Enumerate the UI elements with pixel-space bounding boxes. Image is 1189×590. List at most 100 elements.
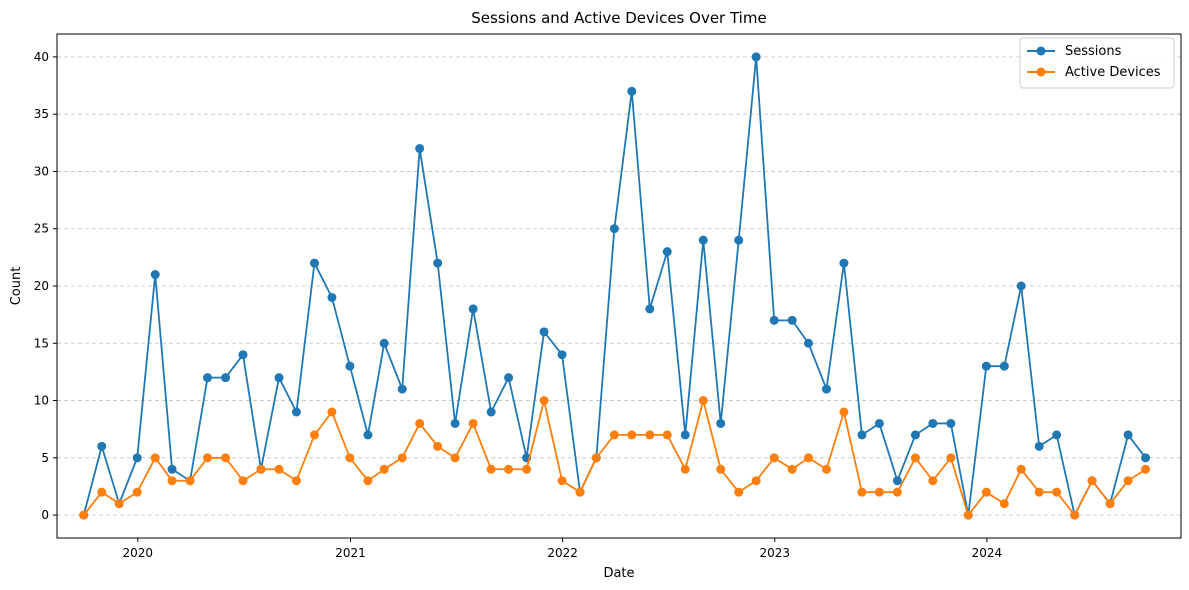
data-point-active-devices: [928, 476, 938, 486]
series-line-active-devices: [83, 399, 1147, 516]
data-point-sessions: [627, 86, 637, 96]
data-point-sessions: [238, 350, 248, 360]
data-point-active-devices: [468, 418, 478, 428]
data-point-active-devices: [609, 430, 619, 440]
data-point-active-devices: [821, 464, 831, 474]
data-point-sessions: [698, 235, 708, 245]
data-point-active-devices: [591, 453, 601, 463]
legend-box: [1019, 37, 1175, 89]
data-point-sessions: [716, 418, 726, 428]
y-tick-label: 15: [34, 336, 49, 350]
data-point-sessions: [415, 144, 425, 154]
data-point-active-devices: [1052, 487, 1062, 497]
data-point-sessions: [132, 453, 142, 463]
data-point-sessions: [751, 52, 761, 62]
data-point-sessions: [910, 430, 920, 440]
y-tick-label: 0: [41, 508, 49, 522]
data-point-active-devices: [167, 476, 177, 486]
data-point-active-devices: [238, 476, 248, 486]
data-point-active-devices: [645, 430, 655, 440]
data-point-sessions: [769, 315, 779, 325]
legend-label-active-devices: Active Devices: [1065, 65, 1161, 80]
data-point-sessions: [557, 350, 567, 360]
data-point-sessions: [928, 418, 938, 428]
y-tick-label: 25: [34, 222, 49, 236]
data-point-active-devices: [662, 430, 672, 440]
data-point-active-devices: [327, 407, 337, 417]
data-point-active-devices: [874, 487, 884, 497]
data-point-active-devices: [132, 487, 142, 497]
data-point-sessions: [821, 384, 831, 394]
legend: Sessions Active Devices: [1019, 37, 1175, 89]
data-point-sessions: [327, 292, 337, 302]
data-point-active-devices: [999, 499, 1009, 509]
data-point-active-devices: [433, 441, 443, 451]
data-point-active-devices: [734, 487, 744, 497]
data-point-sessions: [946, 418, 956, 428]
data-point-sessions: [734, 235, 744, 245]
data-point-active-devices: [1070, 510, 1080, 520]
y-axis-label: Count: [9, 267, 24, 306]
x-axis-ticks: 2020 2021 2022 2023 2024: [123, 538, 1003, 560]
data-point-active-devices: [803, 453, 813, 463]
x-tick-label: 2020: [123, 546, 154, 560]
data-point-active-devices: [1105, 499, 1115, 509]
legend-marker-active-devices: [1036, 67, 1046, 77]
data-point-active-devices: [397, 453, 407, 463]
data-point-sessions: [645, 304, 655, 314]
data-point-sessions: [1141, 453, 1151, 463]
y-axis-ticks: 0 5 10 15 20 25 30 35 40: [34, 50, 57, 522]
data-point-active-devices: [539, 396, 549, 406]
data-point-sessions: [397, 384, 407, 394]
data-point-active-devices: [1141, 464, 1151, 474]
data-point-active-devices: [698, 396, 708, 406]
data-point-active-devices: [203, 453, 213, 463]
data-point-sessions: [1123, 430, 1133, 440]
data-point-active-devices: [221, 453, 231, 463]
data-point-sessions: [662, 247, 672, 257]
data-point-active-devices: [256, 464, 266, 474]
data-point-sessions: [1034, 441, 1044, 451]
data-point-active-devices: [522, 464, 532, 474]
x-tick-label: 2024: [972, 546, 1003, 560]
data-point-sessions: [468, 304, 478, 314]
data-point-active-devices: [450, 453, 460, 463]
data-point-sessions: [450, 418, 460, 428]
x-tick-label: 2021: [335, 546, 366, 560]
data-point-sessions: [167, 464, 177, 474]
y-grid: [57, 56, 1181, 516]
data-point-sessions: [1052, 430, 1062, 440]
x-tick-label: 2023: [759, 546, 790, 560]
data-point-active-devices: [1016, 464, 1026, 474]
data-point-active-devices: [486, 464, 496, 474]
data-point-sessions: [345, 361, 355, 371]
data-point-sessions: [981, 361, 991, 371]
data-point-sessions: [803, 338, 813, 348]
data-point-sessions: [857, 430, 867, 440]
data-point-sessions: [97, 441, 107, 451]
y-tick-label: 5: [41, 451, 49, 465]
x-tick-label: 2022: [547, 546, 578, 560]
data-point-sessions: [221, 373, 231, 383]
data-point-active-devices: [1087, 476, 1097, 486]
data-point-active-devices: [575, 487, 585, 497]
data-point-sessions: [839, 258, 849, 268]
data-point-active-devices: [892, 487, 902, 497]
data-point-active-devices: [946, 453, 956, 463]
data-point-active-devices: [557, 476, 567, 486]
data-point-active-devices: [751, 476, 761, 486]
data-point-active-devices: [114, 499, 124, 509]
data-point-sessions: [433, 258, 443, 268]
data-point-active-devices: [627, 430, 637, 440]
data-point-active-devices: [79, 510, 89, 520]
data-point-active-devices: [345, 453, 355, 463]
x-axis-label: Date: [603, 566, 634, 581]
data-point-sessions: [504, 373, 514, 383]
series-active-devices: [79, 396, 1151, 520]
data-point-active-devices: [857, 487, 867, 497]
data-point-sessions: [1016, 281, 1026, 291]
y-tick-label: 20: [34, 279, 49, 293]
y-tick-label: 30: [34, 164, 49, 178]
data-point-sessions: [680, 430, 690, 440]
